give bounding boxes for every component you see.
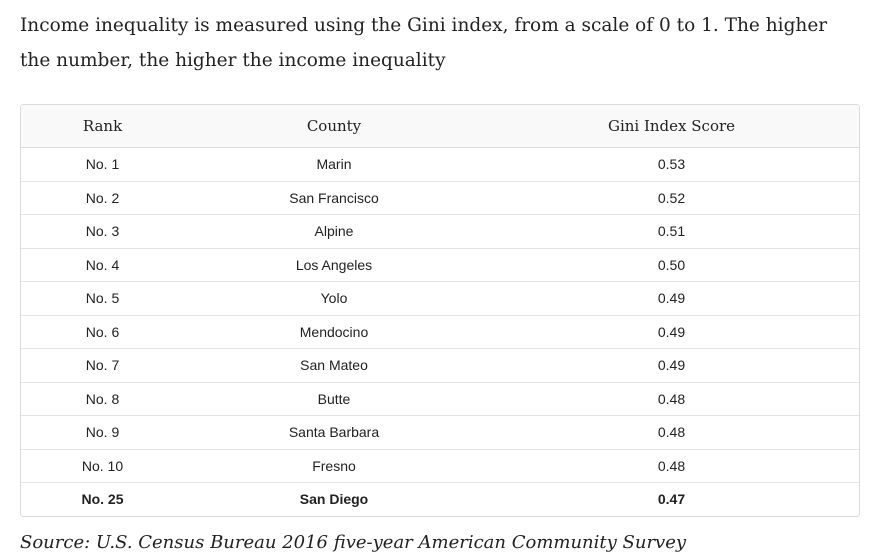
table-row: No. 7 San Mateo 0.49 (21, 348, 859, 383)
cell-county: San Mateo (184, 348, 484, 383)
cell-county: San Diego (299, 491, 369, 508)
cell-score: 0.48 (484, 415, 859, 450)
cell-county: San Francisco (184, 181, 484, 215)
cell-score: 0.52 (484, 181, 859, 215)
cell-county: Mendocino (184, 315, 484, 349)
cell-score: 0.47 (657, 491, 686, 508)
cell-score: 0.49 (484, 315, 859, 349)
cell-rank: No. 9 (21, 415, 184, 450)
cell-rank: No. 6 (21, 315, 184, 349)
intro-paragraph: Income inequality is measured using the … (20, 15, 828, 71)
cell-score: 0.50 (484, 248, 859, 282)
cell-rank: No. 8 (21, 382, 184, 416)
gini-index-table: Rank County Gini Index Score No. 1 Marin… (21, 105, 859, 516)
cell-rank: No. 3 (21, 214, 184, 249)
cell-rank: No. 25 (81, 491, 124, 508)
table-row: No. 4 Los Angeles 0.50 (21, 248, 859, 282)
cell-rank: No. 2 (21, 181, 184, 215)
cell-score: 0.53 (484, 147, 859, 182)
table-row: No. 3 Alpine 0.51 (21, 214, 859, 249)
table-row: No. 8 Butte 0.48 (21, 382, 859, 416)
cell-rank: No. 5 (21, 281, 184, 316)
cell-score: 0.49 (484, 348, 859, 383)
cell-rank: No. 10 (21, 449, 184, 483)
cell-county: Alpine (184, 214, 484, 249)
cell-rank: No. 7 (21, 348, 184, 383)
table-header-row: Rank County Gini Index Score (21, 105, 859, 148)
cell-score: 0.48 (484, 449, 859, 483)
cell-rank: No. 1 (21, 147, 184, 182)
table-row-highlighted: No. 25 San Diego 0.47 (21, 483, 859, 516)
header-county: County (184, 105, 484, 148)
cell-score: 0.49 (484, 281, 859, 316)
header-gini-score: Gini Index Score (484, 105, 859, 148)
table-row: No. 9 Santa Barbara 0.48 (21, 415, 859, 450)
table-row: No. 10 Fresno 0.48 (21, 449, 859, 483)
cell-county: Los Angeles (184, 248, 484, 282)
cell-county: Marin (184, 147, 484, 182)
source-note: Source: U.S. Census Bureau 2016 five-yea… (20, 532, 687, 553)
cell-score: 0.48 (484, 382, 859, 416)
cell-county: Yolo (184, 281, 484, 316)
gini-table-container: Rank County Gini Index Score No. 1 Marin… (20, 104, 860, 517)
cell-rank: No. 4 (21, 248, 184, 282)
table-row: No. 5 Yolo 0.49 (21, 281, 859, 316)
table-row: No. 1 Marin 0.53 (21, 147, 859, 182)
header-rank: Rank (21, 105, 184, 148)
cell-county: Santa Barbara (184, 415, 484, 450)
cell-score: 0.51 (484, 214, 859, 249)
table-row: No. 2 San Francisco 0.52 (21, 181, 859, 215)
cell-county: Fresno (184, 449, 484, 483)
cell-county: Butte (184, 382, 484, 416)
table-row: No. 6 Mendocino 0.49 (21, 315, 859, 349)
